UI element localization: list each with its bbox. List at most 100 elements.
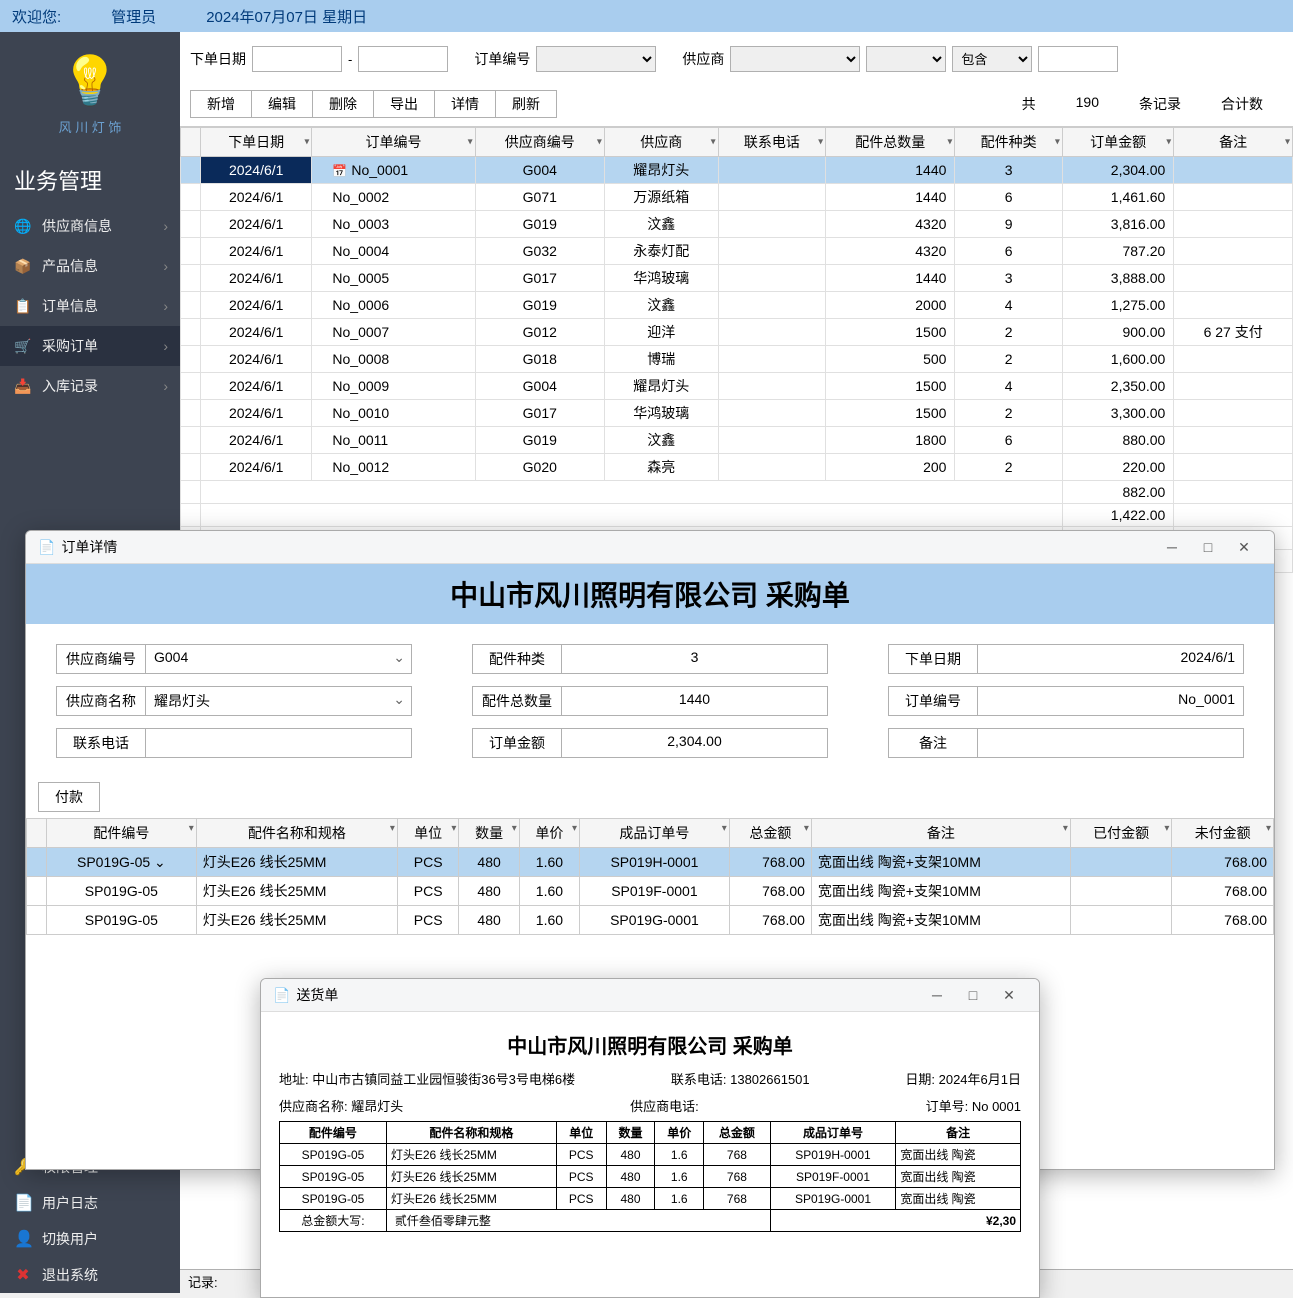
- welcome-label: 欢迎您:: [12, 6, 61, 27]
- column-header: 配件编号: [280, 1122, 387, 1144]
- table-row[interactable]: 2024/6/1No_0010G017华鸿玻璃150023,300.00: [181, 400, 1293, 427]
- table-row[interactable]: SP019G-05灯头E26 线长25MMPCS4801.60SP019F-00…: [27, 877, 1274, 906]
- supcode-label: 供应商编号: [56, 644, 146, 674]
- export-button[interactable]: 导出: [374, 90, 435, 118]
- column-header: 成品订单号: [770, 1122, 896, 1144]
- column-header[interactable]: 联系电话▾: [718, 128, 825, 157]
- dialog-icon: 📄: [273, 987, 290, 1004]
- chevron-right-icon: ›: [163, 298, 168, 314]
- brand-label: 风 川 灯 饰: [0, 117, 180, 136]
- orderno-label: 订单编号: [888, 686, 978, 716]
- toolbar: 新增 编辑 删除 导出 详情 刷新 共 190 条记录 合计数: [180, 86, 1293, 126]
- column-header[interactable]: 订单金额▾: [1062, 128, 1173, 157]
- remark-label: 备注: [888, 728, 978, 758]
- supname-field[interactable]: 耀昂灯头: [146, 686, 412, 716]
- sidebar-item-stock[interactable]: 📥入库记录›: [0, 366, 180, 406]
- tel-field: [146, 728, 412, 758]
- table-row[interactable]: 2024/6/1No_0006G019汶鑫200041,275.00: [181, 292, 1293, 319]
- dialog-title: 订单详情: [61, 537, 1154, 557]
- inbox-icon: 📥: [14, 378, 32, 395]
- sidebar-item-label: 供应商信息: [42, 216, 112, 236]
- column-header[interactable]: 订单编号▾: [312, 128, 475, 157]
- column-header[interactable]: 配件种类▾: [955, 128, 1062, 157]
- order-filter-label: 订单编号: [474, 49, 530, 69]
- order-filter-select[interactable]: [536, 46, 656, 72]
- table-row[interactable]: SP019G-05 ⌄灯头E26 线长25MMPCS4801.60SP019H-…: [27, 848, 1274, 877]
- sidebar-item-exit[interactable]: ✖ 退出系统: [0, 1257, 180, 1293]
- column-header[interactable]: 单价▾: [519, 819, 579, 848]
- minimize-button[interactable]: ─: [919, 987, 955, 1003]
- detail-grid[interactable]: 配件编号▾配件名称和规格▾单位▾数量▾单价▾成品订单号▾总金额▾备注▾已付金额▾…: [26, 818, 1274, 935]
- sidebar-item-userlog[interactable]: 📄用户日志: [0, 1185, 180, 1221]
- column-header[interactable]: 已付金额▾: [1070, 819, 1172, 848]
- table-row[interactable]: 2024/6/1No_0009G004耀昂灯头150042,350.00: [181, 373, 1293, 400]
- table-row[interactable]: 2024/6/1No_0012G020森亮2002220.00: [181, 454, 1293, 481]
- column-header[interactable]: 数量▾: [459, 819, 519, 848]
- table-row[interactable]: 2024/6/1No_0003G019汶鑫432093,816.00: [181, 211, 1293, 238]
- table-row[interactable]: 2024/6/1No_0004G032永泰灯配43206787.20: [181, 238, 1293, 265]
- slip-addr: 地址: 中山市古镇同益工业园恒骏街36号3号电梯6楼: [279, 1069, 575, 1088]
- table-row[interactable]: 2024/6/1📅No_0001G004耀昂灯头144032,304.00: [181, 157, 1293, 184]
- column-header[interactable]: 配件总数量▾: [826, 128, 955, 157]
- sidebar-item-label: 用户日志: [42, 1193, 98, 1213]
- sidebar-item-label: 退出系统: [42, 1265, 98, 1285]
- table-row[interactable]: 2024/6/1No_0011G019汶鑫18006880.00: [181, 427, 1293, 454]
- chevron-right-icon: ›: [163, 218, 168, 234]
- column-header[interactable]: 总金额▾: [729, 819, 811, 848]
- date-to-input[interactable]: [358, 46, 448, 72]
- column-header[interactable]: 配件名称和规格▾: [196, 819, 397, 848]
- dialog-icon: 📄: [38, 539, 55, 556]
- column-header[interactable]: 单位▾: [397, 819, 459, 848]
- column-header[interactable]: 备注▾: [811, 819, 1070, 848]
- table-row[interactable]: 1,422.00: [181, 504, 1293, 527]
- remark-field: [978, 728, 1244, 758]
- list-icon: 📋: [14, 298, 32, 315]
- sidebar-item-switch[interactable]: 👤切换用户: [0, 1221, 180, 1257]
- table-row[interactable]: 2024/6/1No_0007G012迎洋15002900.006 27 支付: [181, 319, 1293, 346]
- close-button[interactable]: ✕: [1226, 539, 1262, 556]
- detail-button[interactable]: 详情: [435, 90, 496, 118]
- table-row[interactable]: 2024/6/1No_0002G071万源纸箱144061,461.60: [181, 184, 1293, 211]
- maximize-button[interactable]: □: [1190, 539, 1226, 555]
- add-button[interactable]: 新增: [190, 90, 252, 118]
- sidebar-item-order[interactable]: 📋订单信息›: [0, 286, 180, 326]
- close-button[interactable]: ✕: [991, 987, 1027, 1004]
- cart-icon: 🛒: [14, 338, 32, 355]
- supplier-filter-select[interactable]: [730, 46, 860, 72]
- podate-label: 下单日期: [888, 644, 978, 674]
- pay-button[interactable]: 付款: [38, 782, 100, 812]
- column-header[interactable]: 备注▾: [1174, 128, 1293, 157]
- column-header[interactable]: 成品订单号▾: [580, 819, 730, 848]
- table-row[interactable]: 882.00: [181, 481, 1293, 504]
- box-icon: 📦: [14, 258, 32, 275]
- sidebar-item-product[interactable]: 📦产品信息›: [0, 246, 180, 286]
- keyword-input[interactable]: [1038, 46, 1118, 72]
- refresh-button[interactable]: 刷新: [496, 90, 557, 118]
- table-row[interactable]: 2024/6/1No_0005G017华鸿玻璃144033,888.00: [181, 265, 1293, 292]
- field-filter-select[interactable]: [866, 46, 946, 72]
- table-row[interactable]: SP019G-05灯头E26 线长25MMPCS4801.60SP019G-00…: [27, 906, 1274, 935]
- minimize-button[interactable]: ─: [1154, 539, 1190, 555]
- orderno-field: No_0001: [978, 686, 1244, 716]
- exit-icon: ✖: [14, 1265, 32, 1285]
- column-header[interactable]: 下单日期▾: [201, 128, 312, 157]
- column-header: 数量: [606, 1122, 655, 1144]
- supcode-field[interactable]: G004: [146, 644, 412, 674]
- column-header[interactable]: 配件编号▾: [47, 819, 197, 848]
- column-header[interactable]: 未付金额▾: [1172, 819, 1274, 848]
- sidebar-item-purchase[interactable]: 🛒采购订单›: [0, 326, 180, 366]
- slip-tel: 联系电话: 13802661501: [671, 1069, 810, 1088]
- table-row[interactable]: 2024/6/1No_0008G018博瑞50021,600.00: [181, 346, 1293, 373]
- date-from-input[interactable]: [252, 46, 342, 72]
- edit-button[interactable]: 编辑: [252, 90, 313, 118]
- column-header[interactable]: 供应商▾: [604, 128, 718, 157]
- op-filter-select[interactable]: 包含: [952, 46, 1032, 72]
- kind-field: 3: [562, 644, 828, 674]
- column-header[interactable]: 供应商编号▾: [475, 128, 604, 157]
- sidebar-item-supplier[interactable]: 🌐供应商信息›: [0, 206, 180, 246]
- delete-button[interactable]: 删除: [313, 90, 374, 118]
- maximize-button[interactable]: □: [955, 987, 991, 1003]
- column-header: 总金额: [704, 1122, 771, 1144]
- qty-label: 配件总数量: [472, 686, 562, 716]
- bulb-icon: 💡: [0, 52, 180, 109]
